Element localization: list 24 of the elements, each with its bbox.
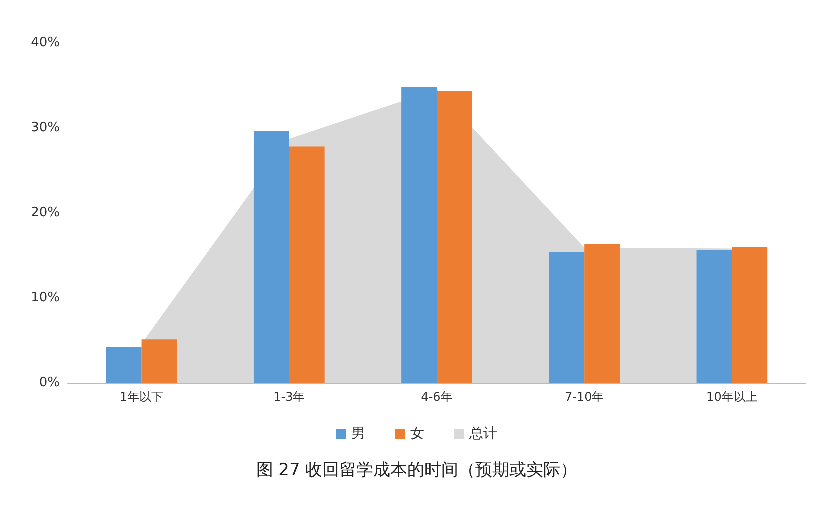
x-tick-label: 10年以上	[706, 390, 758, 404]
x-tick-label: 1-3年	[274, 390, 306, 404]
x-tick-label: 7-10年	[564, 390, 604, 404]
y-tick-label: 40%	[31, 36, 60, 50]
text: 图 27 收回留学成本的时间（预期或实际）	[256, 460, 578, 480]
y-tick-label: 0%	[39, 376, 60, 390]
x-tick-label: 4-6年	[421, 390, 453, 404]
y-tick-label: 20%	[31, 206, 60, 220]
bar	[696, 250, 732, 383]
bar	[437, 91, 472, 383]
bar	[732, 247, 768, 383]
bar	[254, 131, 290, 383]
bar	[549, 252, 585, 383]
bar	[106, 347, 142, 383]
bar	[142, 340, 178, 383]
legend-label: 总计	[468, 426, 498, 442]
x-tick-label: 1年以下	[120, 390, 164, 404]
legend-label: 女	[410, 426, 424, 442]
bar	[289, 146, 325, 383]
bar	[584, 244, 620, 383]
y-tick-label: 30%	[31, 120, 60, 136]
bar	[402, 87, 437, 383]
legend-label: 男	[352, 426, 366, 442]
y-tick-label: 10%	[31, 290, 60, 306]
